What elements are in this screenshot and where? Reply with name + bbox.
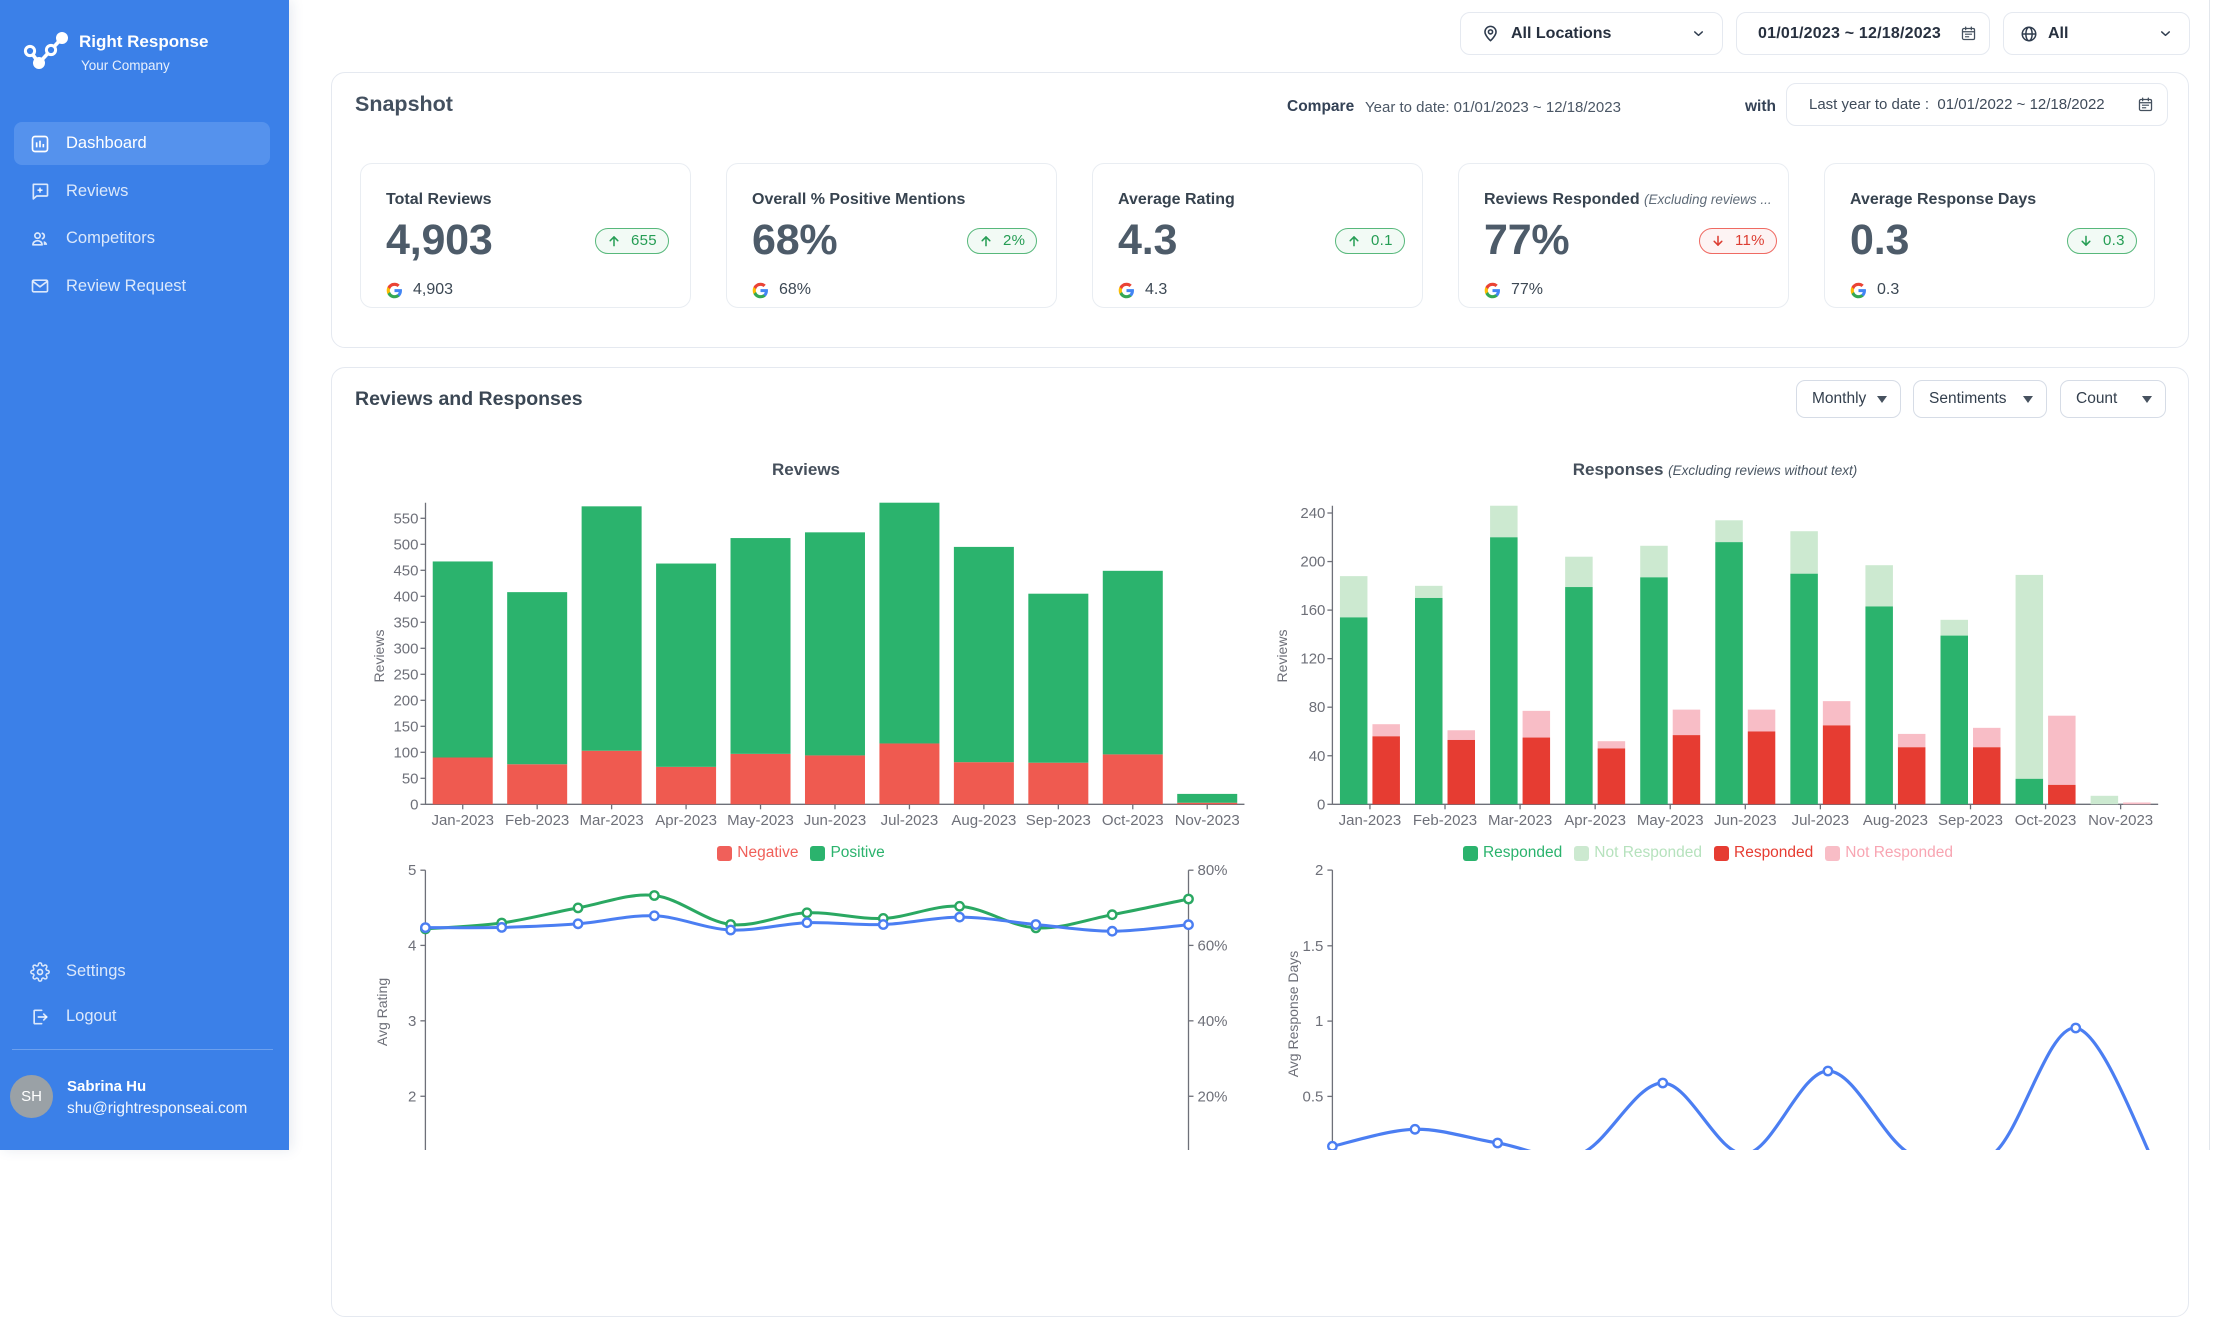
svg-text:Reviews: Reviews	[371, 630, 387, 683]
svg-text:Jul-2023: Jul-2023	[1792, 812, 1850, 829]
svg-text:80: 80	[1309, 699, 1326, 716]
svg-text:Nov-2023: Nov-2023	[2088, 812, 2153, 829]
svg-text:Jul-2023: Jul-2023	[881, 812, 939, 829]
svg-text:80%: 80%	[1198, 862, 1228, 879]
svg-text:350: 350	[393, 614, 418, 631]
svg-text:60%: 60%	[1198, 937, 1228, 954]
svg-text:Oct-2023: Oct-2023	[2015, 812, 2077, 829]
svg-text:Apr-2023: Apr-2023	[1564, 812, 1626, 829]
svg-text:Feb-2023: Feb-2023	[1413, 812, 1477, 829]
svg-text:5: 5	[408, 862, 416, 879]
svg-text:Mar-2023: Mar-2023	[580, 812, 644, 829]
svg-text:200: 200	[393, 692, 418, 709]
svg-text:550: 550	[393, 510, 418, 527]
svg-text:Feb-2023: Feb-2023	[505, 812, 569, 829]
svg-text:Apr-2023: Apr-2023	[655, 812, 717, 829]
svg-text:240: 240	[1300, 505, 1325, 522]
svg-text:Nov-2023: Nov-2023	[1175, 812, 1240, 829]
svg-text:Aug-2023: Aug-2023	[951, 812, 1016, 829]
svg-text:Avg Response Days: Avg Response Days	[1285, 951, 1301, 1078]
svg-text:450: 450	[393, 562, 418, 579]
svg-text:1: 1	[1315, 1013, 1323, 1030]
svg-text:250: 250	[393, 666, 418, 683]
svg-text:May-2023: May-2023	[1637, 812, 1704, 829]
svg-text:20%: 20%	[1198, 1088, 1228, 1105]
svg-text:2: 2	[1315, 862, 1323, 879]
svg-text:0.5: 0.5	[1303, 1088, 1324, 1105]
svg-text:200: 200	[1300, 554, 1325, 571]
svg-text:0: 0	[1317, 796, 1325, 813]
svg-text:Reviews: Reviews	[1274, 630, 1290, 683]
svg-text:Jun-2023: Jun-2023	[804, 812, 867, 829]
svg-text:Sep-2023: Sep-2023	[1938, 812, 2003, 829]
svg-text:3: 3	[408, 1013, 416, 1030]
svg-text:400: 400	[393, 588, 418, 605]
svg-text:100: 100	[393, 744, 418, 761]
svg-text:150: 150	[393, 718, 418, 735]
svg-text:1.5: 1.5	[1303, 938, 1324, 955]
svg-text:300: 300	[393, 640, 418, 657]
svg-text:50: 50	[402, 770, 419, 787]
svg-text:Avg Rating: Avg Rating	[374, 978, 390, 1046]
svg-text:Mar-2023: Mar-2023	[1488, 812, 1552, 829]
svg-text:2: 2	[408, 1088, 416, 1105]
svg-text:Aug-2023: Aug-2023	[1863, 812, 1928, 829]
svg-text:Sep-2023: Sep-2023	[1026, 812, 1091, 829]
svg-text:Jan-2023: Jan-2023	[431, 812, 494, 829]
svg-text:500: 500	[393, 536, 418, 553]
svg-text:120: 120	[1300, 651, 1325, 668]
svg-text:4: 4	[408, 937, 416, 954]
svg-text:Jun-2023: Jun-2023	[1714, 812, 1777, 829]
svg-text:May-2023: May-2023	[727, 812, 794, 829]
svg-text:40: 40	[1309, 748, 1326, 765]
svg-text:Oct-2023: Oct-2023	[1102, 812, 1164, 829]
svg-text:160: 160	[1300, 602, 1325, 619]
svg-text:0: 0	[410, 796, 418, 813]
svg-text:Jan-2023: Jan-2023	[1339, 812, 1402, 829]
svg-text:40%: 40%	[1198, 1013, 1228, 1030]
